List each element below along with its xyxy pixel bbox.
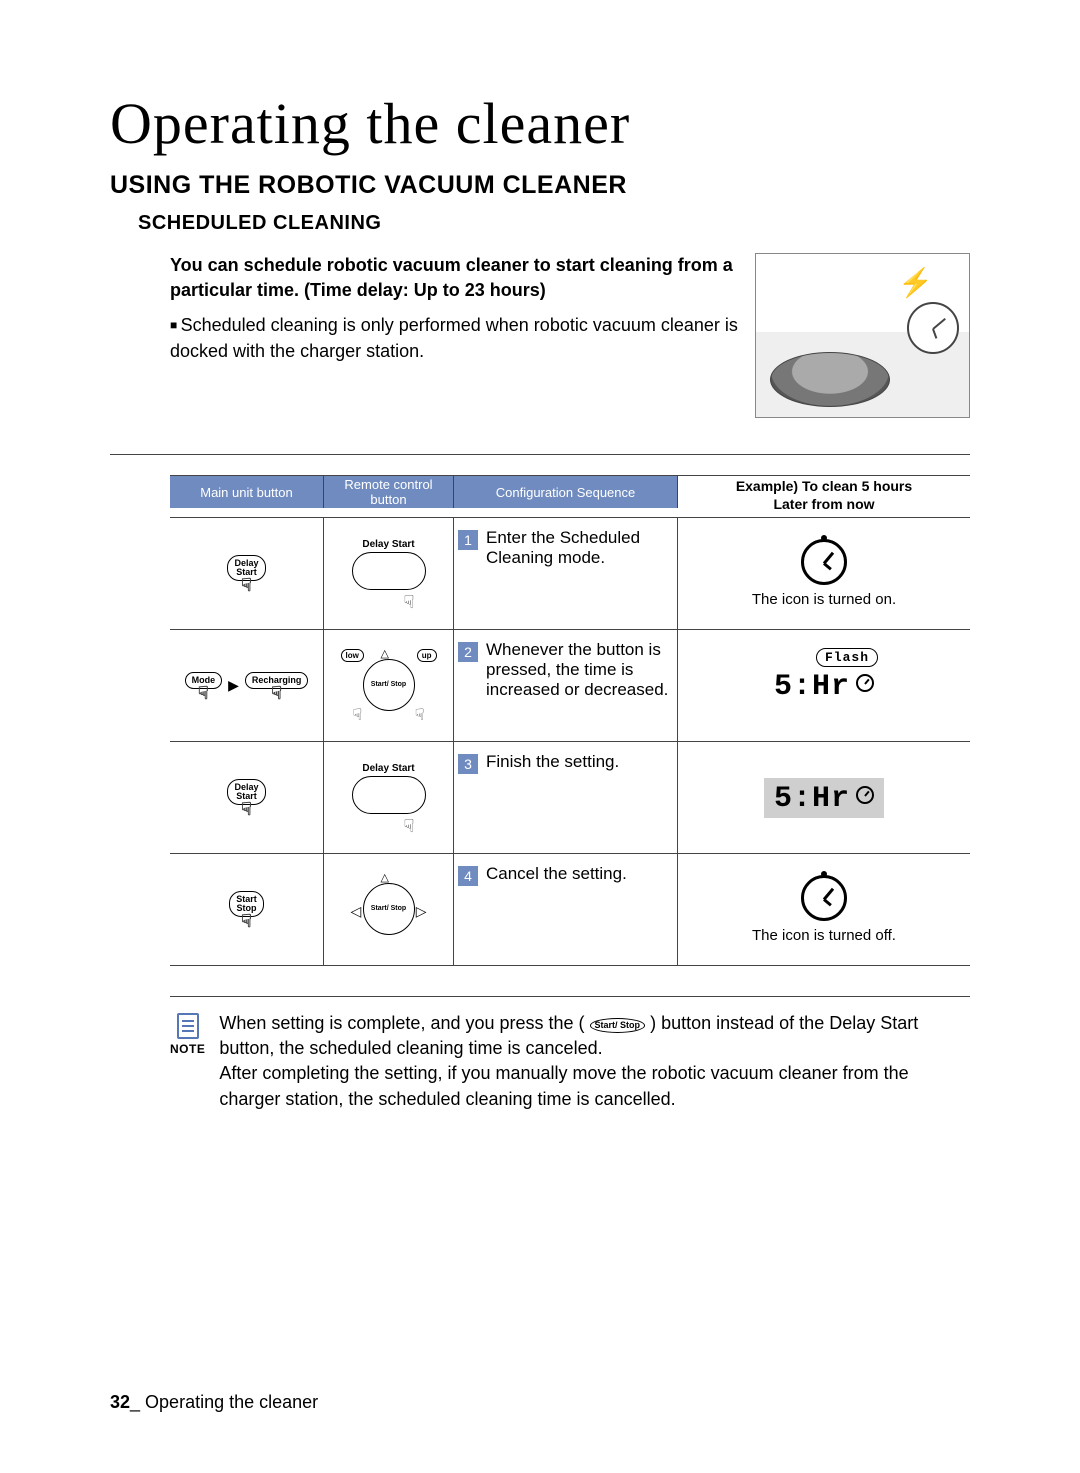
triangle-up-icon: △ — [381, 871, 389, 884]
pointer-hand-icon: ☟ — [404, 816, 415, 837]
clock-icon — [801, 539, 847, 585]
lcd-display: Flash 5:Hr — [764, 666, 884, 706]
pointer-hand-icon: ☟ — [241, 915, 252, 928]
main-unit-delay-start-button: Delay Start ☟ — [227, 555, 265, 592]
remote-up-label: up — [417, 649, 437, 662]
step-text: Cancel the setting. — [486, 864, 627, 955]
divider — [170, 996, 970, 997]
table-body: Delay Start ☟ Delay Start ☟ 1 Enter the … — [170, 518, 970, 966]
remote-dpad: △ low up Start/ Stop ☟ ☟ — [341, 645, 437, 727]
table-row: Delay Start ☟ Delay Start ☟ 3 Finish the… — [170, 742, 970, 854]
remote-center-label: Start/ Stop — [363, 659, 415, 711]
pointer-hand-icon: ☟ — [353, 705, 363, 725]
clock-icon — [801, 875, 847, 921]
example-line1: Example) To clean 5 hours — [736, 478, 912, 494]
step-number: 3 — [458, 754, 478, 774]
note-icon — [177, 1013, 199, 1039]
col-header-main: Main unit button — [170, 476, 324, 508]
example-line2: Later from now — [773, 496, 874, 512]
step-number: 1 — [458, 530, 478, 550]
table-header-row: Main unit button Remote control button C… — [170, 476, 970, 518]
note-label-text: NOTE — [170, 1041, 205, 1058]
lcd-value: 5:Hr — [774, 782, 850, 816]
inline-start-stop-icon: Start/ Stop — [590, 1018, 646, 1033]
step-text: Finish the setting. — [486, 752, 619, 843]
triangle-right-icon: ▷ — [416, 903, 427, 920]
config-table: Main unit button Remote control button C… — [170, 475, 970, 966]
clock-icon — [856, 674, 874, 692]
intro-copy: You can schedule robotic vacuum cleaner … — [170, 253, 755, 418]
table-row: Start Stop ☟ △ Start/ Stop ◁ ▷ 4 Cancel … — [170, 854, 970, 966]
pointer-hand-icon: ☟ — [271, 687, 282, 700]
pointer-hand-icon: ☟ — [404, 592, 415, 613]
step-number: 4 — [458, 866, 478, 886]
col-header-remote: Remote control button — [324, 476, 454, 508]
hero-illustration: ⚡ — [755, 253, 970, 418]
sub-heading: SCHEDULED CLEANING — [138, 212, 970, 235]
triangle-left-icon: ◁ — [351, 903, 362, 920]
note-box: NOTE When setting is complete, and you p… — [170, 1011, 970, 1112]
remote-low-label: low — [341, 649, 364, 662]
triangle-up-icon: △ — [381, 647, 389, 660]
flash-label: Flash — [816, 648, 878, 667]
remote-label: Delay Start — [343, 763, 435, 774]
remote-delay-start-button: Delay Start ☟ — [343, 539, 435, 609]
note-line2: After completing the setting, if you man… — [219, 1063, 908, 1108]
lightning-icon: ⚡ — [898, 266, 933, 299]
main-unit-delay-start-button: Delay Start ☟ — [227, 779, 265, 816]
remote-delay-start-button: Delay Start ☟ — [343, 763, 435, 833]
lcd-display: 5:Hr — [764, 778, 884, 818]
page-title: Operating the cleaner — [110, 90, 970, 157]
pointer-hand-icon: ☟ — [241, 579, 252, 592]
page-number: 32 — [110, 1392, 130, 1412]
intro-bold: You can schedule robotic vacuum cleaner … — [170, 253, 739, 303]
note-label: NOTE — [170, 1013, 205, 1112]
col-header-example: Example) To clean 5 hours Later from now — [678, 476, 970, 517]
example-caption: The icon is turned off. — [752, 927, 896, 944]
page-footer: 32_ Operating the cleaner — [110, 1392, 318, 1413]
arrow-right-icon: ▶ — [228, 677, 239, 694]
example-caption: The icon is turned on. — [752, 591, 896, 608]
main-unit-mode-recharge-buttons: Mode ☟ ▶ Recharging ☟ — [185, 672, 309, 700]
step-number: 2 — [458, 642, 478, 662]
intro-bullet: Scheduled cleaning is only performed whe… — [170, 313, 739, 363]
intro-row: You can schedule robotic vacuum cleaner … — [170, 253, 970, 418]
remote-center-label: Start/ Stop — [363, 883, 415, 935]
robot-vacuum-icon — [770, 352, 890, 407]
pointer-hand-icon: ☟ — [198, 687, 209, 700]
note-line1a: When setting is complete, and you press … — [219, 1013, 584, 1033]
note-text: When setting is complete, and you press … — [219, 1011, 970, 1112]
clock-icon — [856, 786, 874, 804]
lcd-value: 5:Hr — [774, 670, 850, 704]
table-row: Mode ☟ ▶ Recharging ☟ △ low up Start/ St… — [170, 630, 970, 742]
main-unit-start-stop-button: Start Stop ☟ — [229, 891, 264, 928]
alarm-clock-icon — [907, 302, 959, 354]
table-row: Delay Start ☟ Delay Start ☟ 1 Enter the … — [170, 518, 970, 630]
remote-dpad: △ Start/ Stop ◁ ▷ — [341, 869, 437, 951]
col-header-sequence: Configuration Sequence — [454, 476, 678, 508]
pointer-hand-icon: ☟ — [241, 803, 252, 816]
remote-label: Delay Start — [343, 539, 435, 550]
footer-text: Operating the cleaner — [145, 1392, 318, 1412]
section-heading: USING THE ROBOTIC VACUUM CLEANER — [110, 171, 970, 200]
step-text: Whenever the button is pressed, the time… — [486, 640, 669, 731]
divider — [110, 454, 970, 455]
step-text: Enter the Scheduled Cleaning mode. — [486, 528, 669, 619]
pointer-hand-icon: ☟ — [415, 705, 425, 725]
